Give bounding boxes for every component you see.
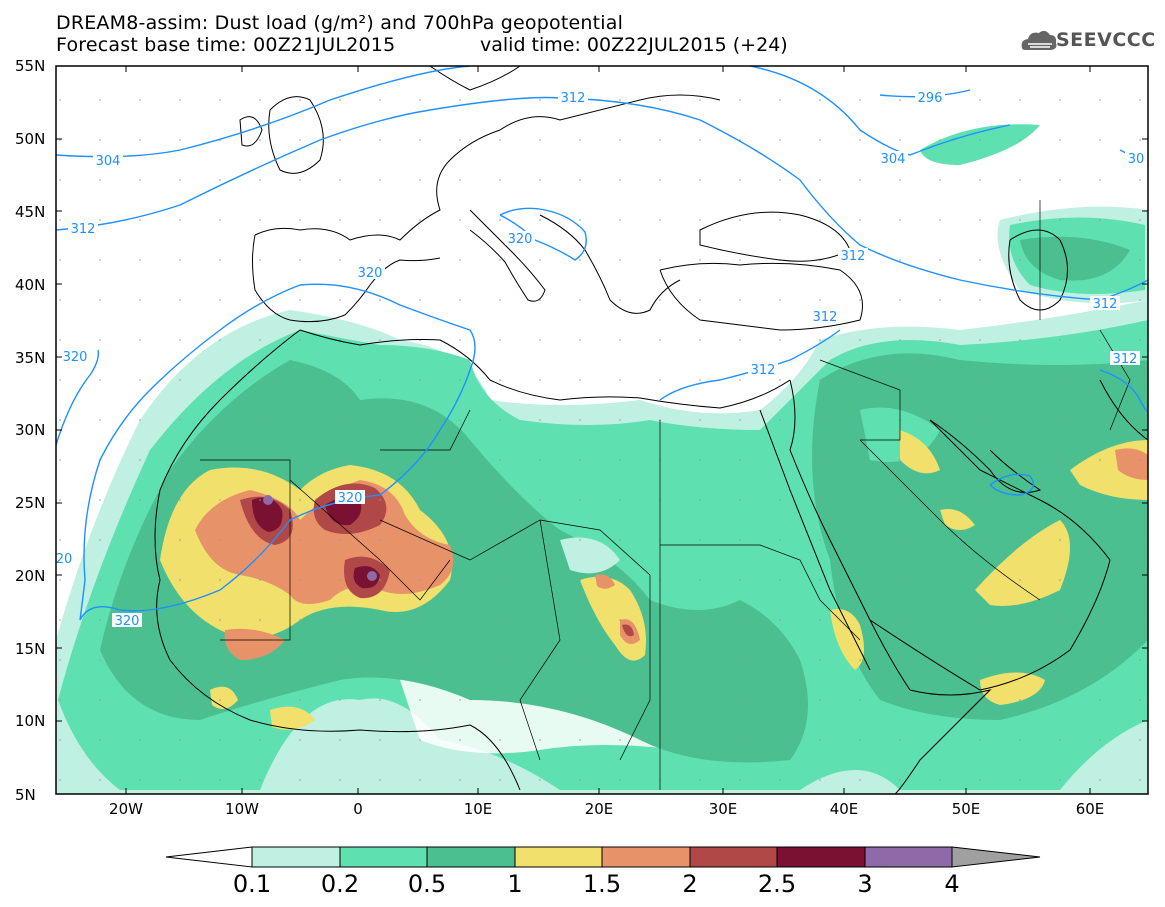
lon-label-60e: 60E bbox=[1075, 800, 1105, 818]
axis-ticks bbox=[56, 65, 1148, 795]
contour-label: 312 bbox=[561, 91, 586, 106]
contour-label: 320 bbox=[508, 232, 533, 247]
geopotential-contours bbox=[56, 66, 1148, 621]
colorbar-segment bbox=[514, 846, 603, 868]
lon-label-10w: 10W bbox=[225, 800, 259, 818]
contour-label: 304 bbox=[96, 154, 121, 169]
colorbar-label: 1 bbox=[507, 870, 523, 898]
contour-label: 320 bbox=[63, 350, 88, 365]
colorbar bbox=[165, 846, 1041, 868]
lat-label-10n: 10N bbox=[15, 712, 46, 730]
valid-time: valid time: 00Z22JUL2015 (+24) bbox=[480, 34, 788, 56]
colorbar-segment bbox=[251, 846, 341, 868]
lon-label-0: 0 bbox=[353, 800, 363, 818]
contour-label: 312 bbox=[813, 310, 838, 325]
colorbar-label: 0.1 bbox=[232, 870, 272, 898]
colorbar-under-arrow bbox=[165, 846, 253, 868]
colorbar-segment bbox=[426, 846, 516, 868]
contour-label: 320 bbox=[338, 491, 363, 506]
contour-label: 30 bbox=[1128, 152, 1145, 167]
cloud-logo-icon bbox=[1021, 30, 1057, 50]
contour-label: 296 bbox=[918, 91, 943, 106]
lon-label-20e: 20E bbox=[584, 800, 614, 818]
lat-label-50n: 50N bbox=[15, 130, 46, 148]
lon-label-10e: 10E bbox=[463, 800, 493, 818]
contour-label: 304 bbox=[881, 152, 906, 167]
country-borders bbox=[200, 200, 1131, 790]
contour-labels: 304 312 296 304 30 312 320 312 312 312 3… bbox=[56, 90, 1148, 629]
colorbar-over-arrow bbox=[951, 846, 1041, 868]
contour-label: 312 bbox=[751, 363, 776, 378]
contour-label: 320 bbox=[115, 614, 140, 629]
lat-label-15n: 15N bbox=[15, 640, 46, 658]
lat-label-5n: 5N bbox=[15, 786, 36, 804]
contour-label: 312 bbox=[1093, 297, 1118, 312]
colorbar-label: 1.5 bbox=[582, 870, 622, 898]
colorbar-segment bbox=[689, 846, 778, 868]
colorbar-label: 3 bbox=[857, 870, 873, 898]
lat-label-30n: 30N bbox=[15, 421, 46, 439]
lat-label-45n: 45N bbox=[15, 203, 46, 221]
contour-label: 312 bbox=[71, 222, 96, 237]
lon-label-20w: 20W bbox=[109, 800, 143, 818]
grid-dots bbox=[56, 66, 1148, 794]
colorbar-segment bbox=[601, 846, 691, 868]
colorbar-label: 2 bbox=[682, 870, 698, 898]
colorbar-segment bbox=[776, 846, 866, 868]
lat-label-35n: 35N bbox=[15, 349, 46, 367]
lat-label-40n: 40N bbox=[15, 276, 46, 294]
lon-label-40e: 40E bbox=[829, 800, 859, 818]
colorbar-label: 2.5 bbox=[757, 870, 797, 898]
lon-label-30e: 30E bbox=[708, 800, 738, 818]
lat-label-20n: 20N bbox=[15, 567, 46, 585]
contour-label: 312 bbox=[841, 249, 866, 264]
lat-label-55n: 55N bbox=[15, 57, 46, 75]
colorbar-label: 0.5 bbox=[407, 870, 447, 898]
logo-text: SEEVCCC bbox=[1056, 29, 1156, 51]
map-title: DREAM8-assim: Dust load (g/m²) and 700hP… bbox=[56, 12, 624, 34]
forecast-base-time: Forecast base time: 00Z21JUL2015 bbox=[56, 34, 396, 56]
colorbar-segment bbox=[864, 846, 953, 868]
lon-label-50e: 50E bbox=[951, 800, 981, 818]
contour-label: 312 bbox=[1113, 352, 1138, 367]
lat-label-25n: 25N bbox=[15, 494, 46, 512]
colorbar-segment bbox=[339, 846, 428, 868]
contour-label: 320 bbox=[358, 266, 383, 281]
colorbar-label: 4 bbox=[944, 870, 960, 898]
contour-label: 20 bbox=[56, 552, 73, 567]
coastlines bbox=[154, 66, 1148, 794]
colorbar-label: 0.2 bbox=[320, 870, 360, 898]
